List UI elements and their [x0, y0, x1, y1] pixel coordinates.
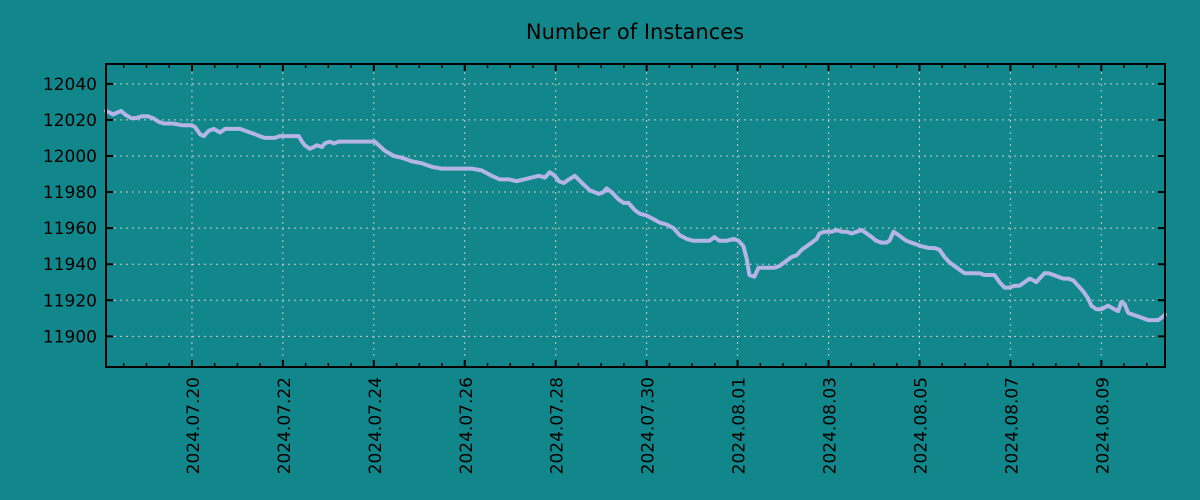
y-tick-label: 11920 [43, 291, 97, 311]
chart-title: Number of Instances [526, 20, 744, 44]
x-tick-label: 2024.08.05 [911, 377, 931, 474]
y-tick-label: 11980 [43, 183, 97, 203]
x-tick-label: 2024.07.30 [639, 377, 659, 474]
y-tick-label: 11900 [43, 327, 97, 347]
y-tick-label: 11940 [43, 255, 97, 275]
gridlines [108, 66, 1163, 365]
x-tick-label: 2024.07.26 [457, 377, 477, 474]
axis-tick-labels: 11900 11920 11940 11960 11980 12000 12020 12040… [43, 75, 1113, 475]
x-tick-label: 2024.08.03 [821, 377, 841, 474]
y-tick-label: 12040 [43, 75, 97, 95]
data-series [104, 108, 1167, 323]
plot-border [105, 63, 1166, 368]
x-tick-label: 2024.08.09 [1093, 377, 1113, 474]
x-tick-label: 2024.07.28 [548, 377, 568, 474]
x-tick-label: 2024.07.22 [275, 377, 295, 474]
x-tick-label: 2024.07.20 [184, 377, 204, 474]
x-tick-label: 2024.08.07 [1002, 377, 1022, 474]
y-tick-label: 12020 [43, 111, 97, 131]
x-tick-label: 2024.07.24 [366, 377, 386, 474]
y-tick-label: 12000 [43, 147, 97, 167]
x-tick-label: 2024.08.01 [730, 377, 750, 474]
y-tick-label: 11960 [43, 219, 97, 239]
axis-ticks [106, 64, 1165, 367]
series-line-instances [104, 108, 1167, 323]
